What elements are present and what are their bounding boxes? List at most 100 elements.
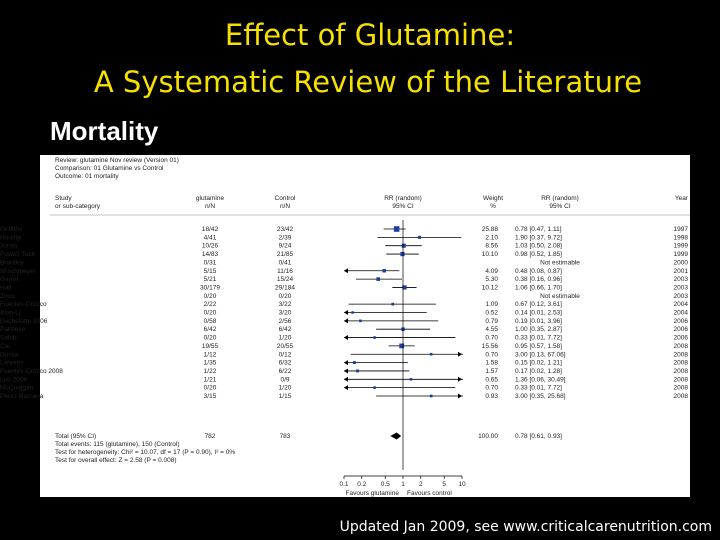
study-weight: 2.10	[485, 234, 498, 241]
footer: Updated Jan 2009, see www.criticalcarenu…	[340, 519, 712, 535]
study-glutamine: 1/35	[204, 360, 217, 367]
study-glutamine: 10/26	[202, 243, 219, 250]
column-header: RR (random)	[384, 195, 422, 202]
note: Test for overall effect: Z = 2.58 (P = 0…	[55, 457, 177, 464]
study-control: 0/41	[279, 259, 292, 266]
meta-text: Outcome: 01 mortality	[55, 173, 119, 180]
note: Total events: 115 (glutamine), 150 (Cont…	[55, 441, 180, 448]
study-year: 2008	[674, 360, 689, 367]
point-estimate	[373, 336, 376, 339]
ci-arrow-right	[458, 393, 462, 399]
study-rr: 1.03 [0.50, 2.08]	[515, 243, 562, 250]
study-year: 1999	[674, 251, 689, 258]
study-glutamine: 0/31	[204, 259, 217, 266]
study-weight: 4.09	[485, 268, 498, 275]
study-control: 1/20	[279, 385, 292, 392]
column-header: glutamine	[196, 195, 225, 202]
study-year: 2001	[674, 268, 689, 275]
study-glutamine: 14/83	[202, 251, 219, 258]
study-glutamine: 18/42	[202, 226, 219, 233]
study-name: Fuentes-Orozco	[0, 301, 47, 308]
point-estimate	[402, 285, 407, 290]
study-rr: 0.95 [0.57, 1.58]	[515, 343, 562, 350]
study-glutamine: 0/20	[204, 293, 217, 300]
study-name: Brantley	[0, 259, 25, 266]
study-weight: 15.56	[482, 343, 499, 350]
study-rr: 0.38 [0.16, 0.96]	[515, 276, 562, 283]
study-glutamine: 1/12	[204, 351, 217, 358]
study-rr: 0.33 [0.01, 7.72]	[515, 385, 562, 392]
study-glutamine: 4/41	[204, 234, 217, 241]
study-glutamine: 1/22	[204, 368, 217, 375]
plot-area	[344, 226, 463, 398]
study-rr: 0.15 [0.02, 1.21]	[515, 360, 562, 367]
point-estimate	[373, 386, 376, 389]
study-name: Lahrens	[0, 360, 24, 367]
study-year: 2008	[674, 351, 689, 358]
study-name: Garrel	[0, 276, 19, 283]
forest-plot: Review: glutamine Nov review (Version 01…	[0, 157, 690, 497]
point-estimate	[376, 277, 381, 281]
study-weight: 10.10	[482, 251, 499, 258]
study-control: 9/24	[279, 243, 292, 250]
column-header: n/N	[205, 203, 215, 210]
x-tick-label: 0.2	[357, 481, 366, 488]
study-weight: 0.93	[485, 393, 498, 400]
total-name: Total (95% CI)	[55, 433, 96, 440]
study-name: Palmese	[0, 326, 26, 333]
study-weight: 0.65	[485, 376, 498, 383]
study-rr: 0.17 [0.02, 1.28]	[515, 368, 562, 375]
study-year: 2004	[674, 310, 689, 317]
study-rr: 0.33 [0.01, 7.72]	[515, 335, 562, 342]
study-weight: 25.88	[482, 226, 499, 233]
study-glutamine: 5/15	[204, 268, 217, 275]
study-control: 6/32	[279, 360, 292, 367]
study-control: 2/39	[279, 234, 292, 241]
column-header: Control	[275, 195, 297, 202]
study-weight: 1.57	[485, 368, 498, 375]
column-header: 95% CI	[392, 203, 414, 210]
forest-panel	[40, 155, 690, 497]
study-control: 0/20	[279, 293, 292, 300]
study-name: Hall	[0, 284, 12, 291]
study-glutamine: 1/21	[204, 376, 217, 383]
ci-arrow-left	[344, 360, 348, 366]
x-tick-label: 5	[442, 481, 446, 488]
study-rr: 3.00 [0.13, 67.06]	[515, 351, 566, 358]
study-weight: 0.70	[485, 351, 498, 358]
study-year: 2008	[674, 343, 689, 350]
point-estimate	[429, 352, 433, 356]
study-glutamine: 5/21	[204, 276, 217, 283]
study-year: 2008	[674, 376, 689, 383]
study-glutamine: 0/20	[204, 310, 217, 317]
study-rr: 0.67 [0.12, 3.61]	[515, 301, 562, 308]
column-header: 95% CI	[549, 203, 571, 210]
study-control: 0/12	[279, 351, 292, 358]
point-estimate	[409, 378, 413, 381]
study-weight: 0.70	[485, 335, 498, 342]
ci-arrow-left	[344, 310, 348, 315]
point-estimate	[429, 394, 433, 398]
point-estimate	[393, 226, 400, 232]
study-weight: 5.30	[485, 276, 498, 283]
study-glutamine: 0/20	[204, 335, 217, 342]
study-year: 1999	[674, 243, 689, 250]
study-rr: 1.00 [0.35, 2.87]	[515, 326, 562, 333]
study-rr: 0.78 [0.47, 1.11]	[515, 226, 562, 233]
point-estimate	[399, 343, 405, 349]
ci-arrow-right	[458, 376, 462, 382]
study-rr: Not estimable	[540, 259, 580, 266]
study-year: 1998	[674, 234, 689, 241]
ci-arrow-left	[344, 385, 348, 391]
study-year: 2000	[674, 259, 689, 266]
study-year: 2006	[674, 326, 689, 333]
study-name: Powell-Tuck	[0, 251, 36, 258]
study-control: 23/42	[277, 226, 294, 233]
study-control: 3/22	[279, 301, 292, 308]
column-header: Year	[675, 195, 689, 202]
point-estimate	[352, 361, 356, 365]
x-tick-label: 10	[458, 481, 466, 488]
study-control: 6/42	[279, 326, 292, 333]
total-diamond	[390, 432, 402, 440]
